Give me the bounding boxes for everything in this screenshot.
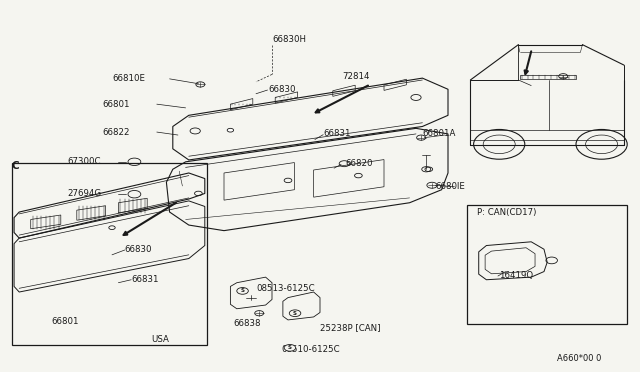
Text: 27694G: 27694G xyxy=(67,189,101,198)
Polygon shape xyxy=(485,248,535,274)
Text: S: S xyxy=(293,311,297,316)
Circle shape xyxy=(237,288,248,294)
Circle shape xyxy=(576,129,627,159)
Text: 67300C: 67300C xyxy=(67,157,100,166)
Text: 66830H: 66830H xyxy=(272,35,306,44)
Circle shape xyxy=(227,128,234,132)
Text: 66810E: 66810E xyxy=(112,74,145,83)
Text: USA: USA xyxy=(151,335,169,344)
Text: 08510-6125C: 08510-6125C xyxy=(282,345,340,354)
Text: A660*00 0: A660*00 0 xyxy=(557,355,601,363)
Circle shape xyxy=(284,344,296,351)
Text: 25238P [CAN]: 25238P [CAN] xyxy=(320,323,381,332)
Text: 66801: 66801 xyxy=(51,317,79,326)
Text: 66820: 66820 xyxy=(346,159,373,168)
Text: 66801: 66801 xyxy=(102,100,130,109)
Text: P: CAN(CD17): P: CAN(CD17) xyxy=(477,208,536,217)
Text: S: S xyxy=(241,288,244,294)
Text: S: S xyxy=(288,345,292,350)
Text: 72814: 72814 xyxy=(342,72,370,81)
Text: 66830: 66830 xyxy=(269,85,296,94)
Circle shape xyxy=(289,310,301,317)
Text: 66830: 66830 xyxy=(125,245,152,254)
Circle shape xyxy=(474,129,525,159)
Text: 66831: 66831 xyxy=(323,129,351,138)
Text: 66831: 66831 xyxy=(131,275,159,283)
Text: 16419Q: 16419Q xyxy=(499,271,533,280)
Text: C: C xyxy=(12,161,19,170)
Text: 6680lE: 6680lE xyxy=(435,182,465,190)
Text: 66801A: 66801A xyxy=(422,129,456,138)
Text: 66838: 66838 xyxy=(234,319,261,328)
Text: 08513-6125C: 08513-6125C xyxy=(256,284,315,293)
Text: 66822: 66822 xyxy=(102,128,130,137)
